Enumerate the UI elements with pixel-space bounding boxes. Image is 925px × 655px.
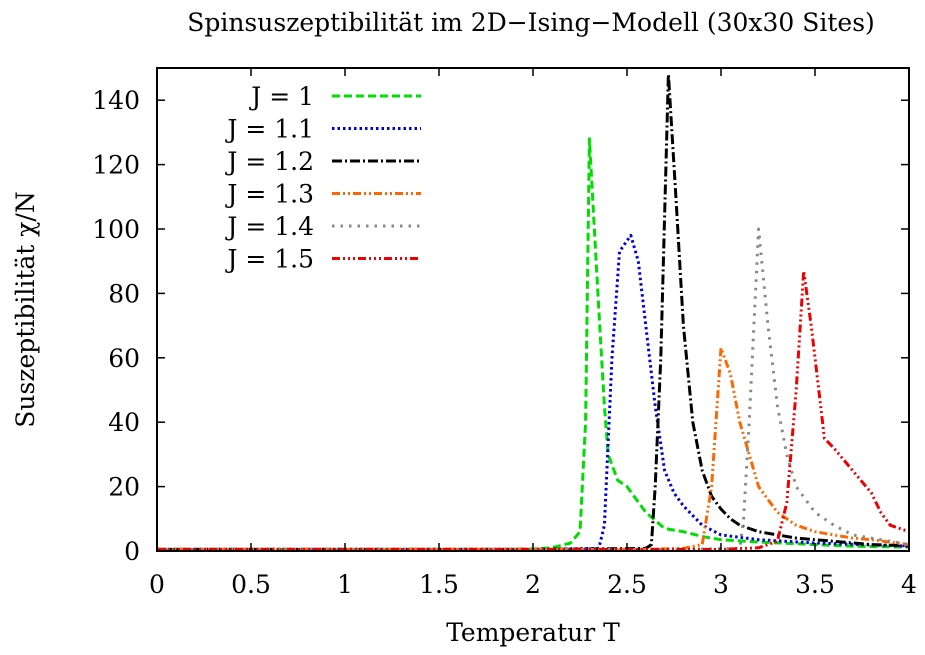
x-tick-label: 1.5 <box>419 570 459 599</box>
y-tick-label: 120 <box>92 151 140 180</box>
legend-label: J = 1.4 <box>224 212 314 241</box>
x-tick-label: 2 <box>525 570 541 599</box>
plot-area <box>157 72 910 551</box>
x-axis-ticks: 0 0.5 1 1.5 2 2.5 3 3.5 4 <box>149 68 917 599</box>
x-tick-label: 0 <box>149 570 165 599</box>
y-tick-label: 20 <box>108 473 140 502</box>
x-tick-label: 3 <box>713 570 729 599</box>
y-tick-label: 80 <box>108 279 140 308</box>
legend-label: J = 1.5 <box>224 245 314 274</box>
series-line-5 <box>157 227 910 551</box>
x-tick-label: 0.5 <box>231 570 271 599</box>
x-tick-label: 1 <box>337 570 353 599</box>
y-axis-label: Suszeptibilität χ/N <box>11 191 40 427</box>
series-line-4 <box>157 346 910 551</box>
legend: J = 1 J = 1.1 J = 1.2 J = 1.3 J = 1.4 J = 1.5 <box>224 82 421 274</box>
x-axis-label: Temperatur T <box>446 618 620 647</box>
x-tick-label: 4 <box>901 570 917 599</box>
y-tick-label: 40 <box>108 408 140 437</box>
y-tick-label: 60 <box>108 344 140 373</box>
x-tick-label: 3.5 <box>795 570 835 599</box>
y-tick-label: 100 <box>92 215 140 244</box>
y-tick-label: 140 <box>92 86 140 115</box>
plot-frame <box>156 67 910 552</box>
y-tick-label: 0 <box>124 537 140 566</box>
legend-label: J = 1.1 <box>224 115 314 144</box>
series-line-2 <box>157 233 910 551</box>
series-line-3 <box>157 72 910 551</box>
legend-label: J = 1.3 <box>224 180 314 209</box>
y-axis-ticks: 0 20 40 60 80 100 120 140 <box>92 86 909 566</box>
legend-label: J = 1 <box>248 82 314 111</box>
legend-label: J = 1.2 <box>224 147 314 176</box>
chart-title: Spinsuszeptibilität im 2D−Ising−Modell (… <box>187 8 875 37</box>
series-line-6 <box>157 269 910 551</box>
series-line-1 <box>157 137 910 551</box>
x-tick-label: 2.5 <box>607 570 647 599</box>
